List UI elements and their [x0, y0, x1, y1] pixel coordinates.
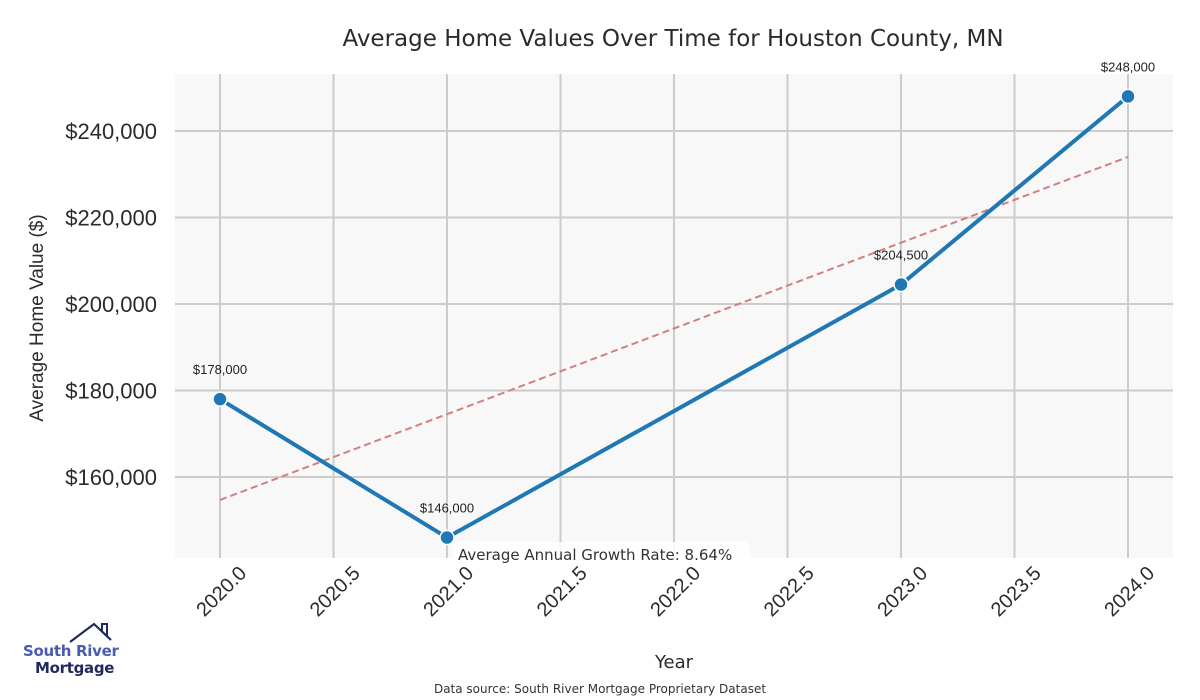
x-tick-label: 2021.0 [419, 562, 478, 621]
growth-rate-box [452, 542, 750, 562]
y-tick-label: $220,000 [65, 206, 157, 231]
data-label: $204,500 [874, 248, 928, 263]
y-tick-label: $200,000 [65, 292, 157, 317]
y-tick-labels: $160,000 $180,000 $200,000 $220,000 $240,000 [65, 119, 157, 490]
x-tick-label: 2020.5 [306, 562, 365, 621]
data-source-note: Data source: South River Mortgage Propri… [434, 682, 766, 696]
grid-horizontal [175, 130, 1173, 478]
company-logo: South River Mortgage [18, 618, 119, 682]
y-tick-label: $160,000 [65, 465, 157, 490]
x-tick-label: 2021.5 [533, 562, 592, 621]
x-tick-label: 2020.0 [192, 562, 251, 621]
x-tick-label: 2023.0 [873, 562, 932, 621]
house-roof-icon [69, 622, 112, 643]
data-label: $178,000 [193, 362, 247, 377]
logo-text-mortgage: Mortgage [35, 659, 115, 677]
x-axis-label: Year [654, 652, 694, 673]
data-label: $146,000 [420, 501, 474, 516]
trend-line-group [219, 156, 1129, 501]
x-tick-labels: 2020.0 2020.5 2021.0 2021.5 2022.0 2022.5 2023… [192, 562, 1159, 621]
data-point [1120, 88, 1136, 105]
x-tick-label: 2024.0 [1100, 562, 1159, 621]
y-tick-label: $240,000 [65, 119, 157, 144]
data-label: $248,000 [1101, 59, 1155, 74]
y-tick-label: $180,000 [65, 379, 157, 404]
data-point [439, 529, 455, 546]
trend-line [219, 156, 1129, 501]
series-group [212, 88, 1136, 546]
data-labels: $178,000 $146,000 $204,500 $248,000 [193, 59, 1155, 515]
growth-rate-annotation: Average Annual Growth Rate: 8.64% [458, 546, 732, 564]
chart-title: Average Home Values Over Time for Housto… [342, 26, 1003, 52]
x-tick-label: 2022.5 [760, 562, 819, 621]
y-axis-label: Average Home Value ($) [27, 214, 48, 421]
data-point [893, 276, 909, 293]
logo-text-south-river: South River [23, 642, 119, 660]
x-tick-label: 2023.5 [987, 562, 1046, 621]
series-line [218, 94, 1130, 540]
data-point [212, 391, 228, 407]
x-tick-label: 2022.0 [646, 562, 705, 621]
